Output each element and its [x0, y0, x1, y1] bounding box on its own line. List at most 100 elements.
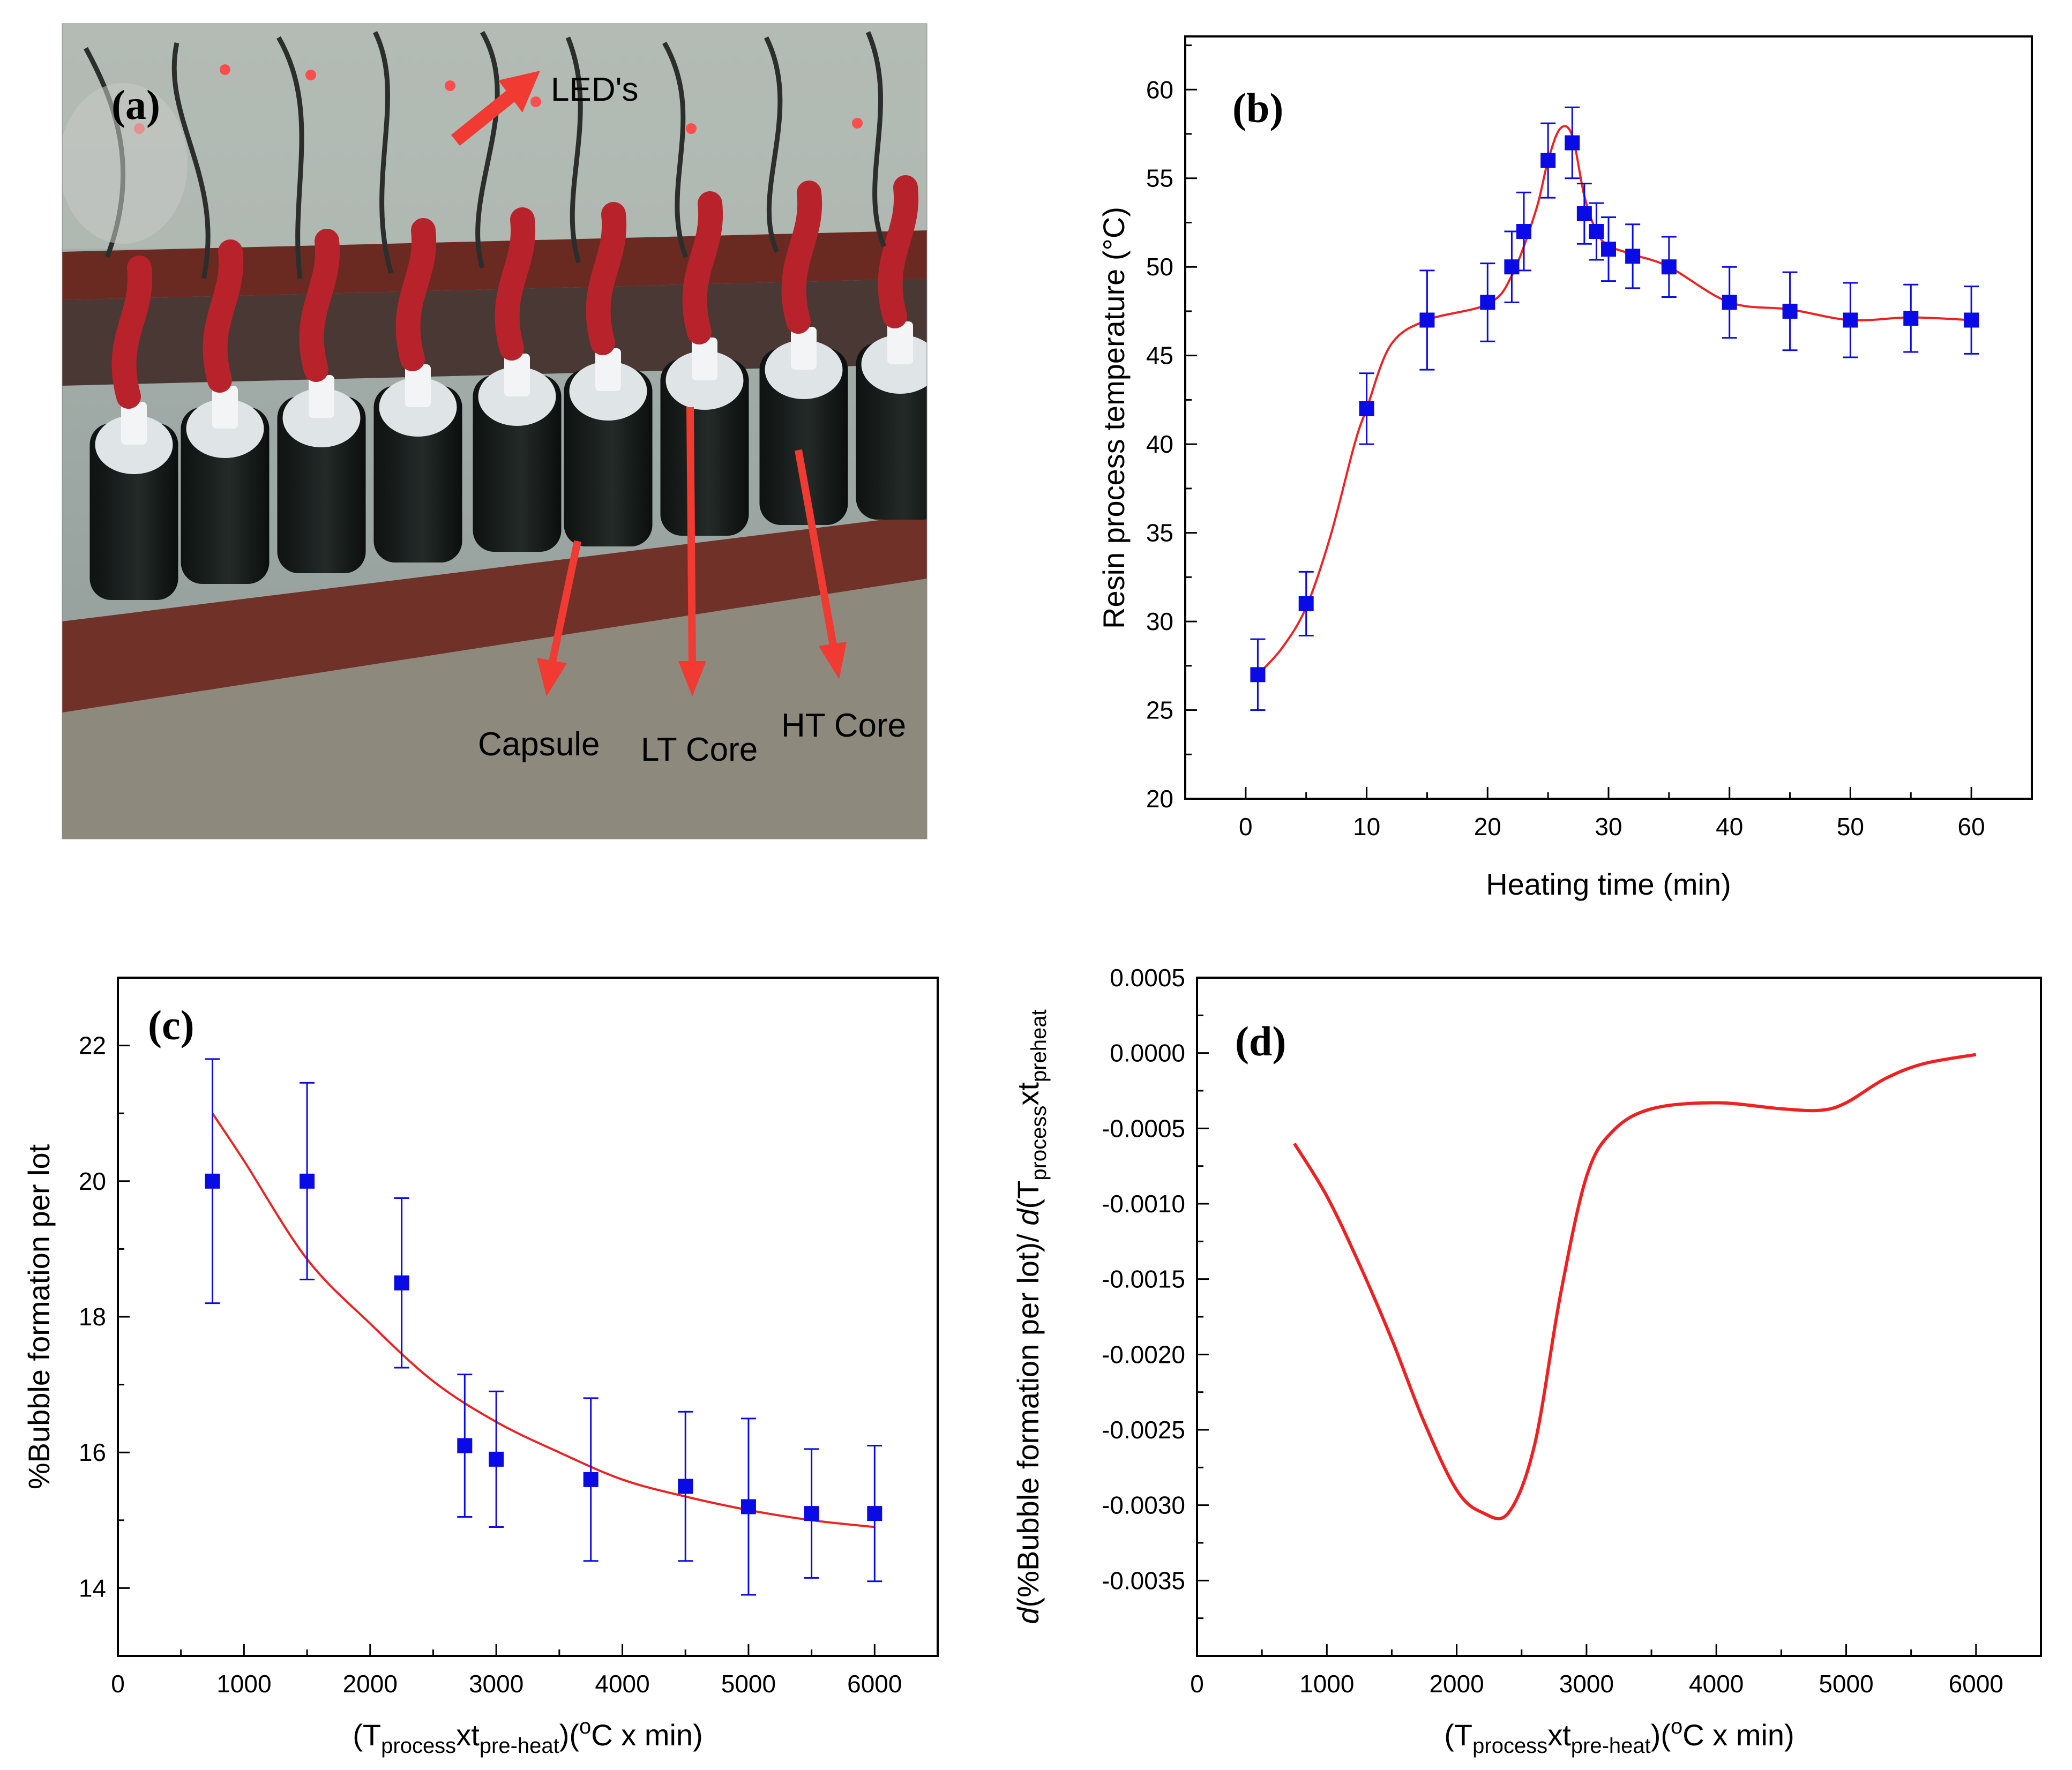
alligator-clip	[299, 229, 340, 382]
wire	[372, 31, 394, 274]
y-tick-label: -0.0025	[1102, 1416, 1185, 1444]
x-tick-label: 4000	[595, 1670, 649, 1698]
data-points	[205, 1173, 882, 1521]
core-insert	[212, 386, 238, 429]
ht-core-label: HT Core	[781, 707, 906, 744]
alligator-clip	[682, 191, 723, 344]
data-point	[1516, 224, 1531, 239]
wire	[475, 31, 500, 269]
data-point	[583, 1472, 599, 1487]
arrowhead	[537, 658, 567, 696]
panel-a-photo: (a) LED's Capsule LT Core HT Core	[62, 23, 927, 839]
xlabel-part: C x min)	[1682, 1718, 1794, 1752]
x-tick-label: 0	[1239, 813, 1253, 841]
x-tick-label: 1000	[216, 1670, 271, 1698]
x-tick-label: 6000	[1949, 1670, 2003, 1698]
y-tick-label: 20	[79, 1167, 106, 1195]
data-point	[1843, 312, 1858, 328]
xlabel-sub: process	[1472, 1734, 1547, 1758]
derivative-curve	[1293, 1053, 1977, 1520]
x-tick-label: 50	[1837, 813, 1864, 841]
y-tick-label: 22	[79, 1032, 106, 1060]
x-axis-title: Heating time (min)	[1486, 867, 1731, 901]
led	[852, 118, 863, 129]
ylabel-sub: process	[1027, 1106, 1051, 1181]
arrow-capsule	[548, 540, 581, 665]
data-point	[867, 1506, 882, 1521]
data-point	[1576, 206, 1592, 221]
x-tick-label: 6000	[847, 1670, 902, 1698]
core-insert	[309, 375, 334, 418]
xlabel-sub: pre-heat	[480, 1734, 559, 1758]
x-tick-label: 10	[1353, 813, 1380, 841]
leds-label: LED's	[551, 71, 638, 108]
ylabel-part: d	[1011, 1208, 1045, 1226]
data-point	[205, 1173, 220, 1189]
alligator-clip	[111, 256, 153, 409]
xlabel-sub: pre-heat	[1571, 1734, 1651, 1758]
y-tick-labels: 0.0005 0.0000 -0.0005 -0.0010 -0.0015 -0.0020…	[1102, 964, 1185, 1594]
data-point	[1419, 312, 1435, 328]
alligator-clip	[586, 202, 627, 355]
x-tick-label: 2000	[343, 1670, 398, 1698]
chart-b: 0 10 20 30 40 50 60 20 25 30 35 40 45 50 55 60 (b) Hea…	[1097, 35, 2033, 901]
y-tick-label: 40	[1146, 430, 1173, 458]
data-point	[740, 1499, 756, 1514]
wire	[865, 31, 887, 248]
y-axis-title: Resin process temperature (°C)	[1097, 207, 1131, 629]
data-point	[1903, 311, 1919, 326]
core-insert	[887, 321, 913, 364]
ylabel-part: (%Bubble formation per lot)/	[1011, 1226, 1045, 1608]
data-point	[1589, 224, 1604, 239]
photo-border	[62, 23, 927, 839]
arrow-lt-core	[686, 407, 696, 665]
x-tick-label: 30	[1595, 813, 1622, 841]
led	[445, 80, 455, 91]
axis-ticks	[1184, 44, 2033, 800]
data-point	[1722, 295, 1737, 310]
xlabel-part: xt	[456, 1718, 480, 1752]
y-tick-label: 50	[1146, 253, 1173, 281]
core-insert	[504, 354, 530, 396]
y-tick-label: 55	[1146, 164, 1173, 192]
arrowhead	[819, 642, 847, 679]
y-tick-label: 20	[1146, 785, 1173, 813]
led	[220, 64, 230, 75]
x-tick-label: 4000	[1689, 1670, 1744, 1698]
lt-core-label: LT Core	[641, 731, 758, 768]
photo-glare	[62, 83, 188, 244]
core-insert	[405, 364, 431, 407]
data-point	[457, 1438, 473, 1453]
arrowhead	[498, 71, 540, 112]
data-point	[1298, 596, 1314, 611]
data-point	[1625, 249, 1641, 264]
y-tick-label: 25	[1146, 696, 1173, 724]
x-tick-label: 60	[1958, 813, 1985, 841]
chart-c: 0 1000 2000 3000 4000 5000 6000 14 16 18 20 22 (c)…	[22, 977, 939, 1758]
xlabel-sup: o	[579, 1715, 591, 1738]
axis-ticks	[117, 977, 939, 1657]
y-tick-label: 45	[1146, 342, 1173, 370]
x-tick-labels: 0 10 20 30 40 50 60	[1239, 813, 1985, 841]
y-axis-title: d(%Bubble formation per lot)/ d(Tprocess…	[1011, 1009, 1051, 1624]
x-tick-label: 20	[1474, 813, 1501, 841]
x-tick-labels: 0 1000 2000 3000 4000 5000 6000	[1190, 1670, 2003, 1698]
wire-bundle	[84, 31, 887, 279]
data-point	[804, 1506, 819, 1521]
xlabel-part: )(	[1651, 1718, 1671, 1752]
x-tick-label: 3000	[1559, 1670, 1614, 1698]
ylabel-sub: preheat	[1027, 1009, 1051, 1082]
x-axis-title: (Tprocessxtpre-heat)(oC x min)	[353, 1715, 702, 1758]
x-tick-label: 0	[111, 1670, 125, 1698]
x-tick-label: 0	[1190, 1670, 1204, 1698]
y-tick-label: 60	[1146, 76, 1173, 103]
data-point	[1601, 242, 1616, 257]
panel-a-label: (a)	[111, 81, 160, 128]
capsule-row	[89, 175, 927, 600]
data-point	[1540, 153, 1556, 168]
data-points	[1250, 135, 1979, 682]
xlabel-sup: o	[1671, 1715, 1682, 1738]
led	[686, 123, 697, 134]
wire	[171, 42, 211, 279]
data-point	[678, 1479, 693, 1494]
